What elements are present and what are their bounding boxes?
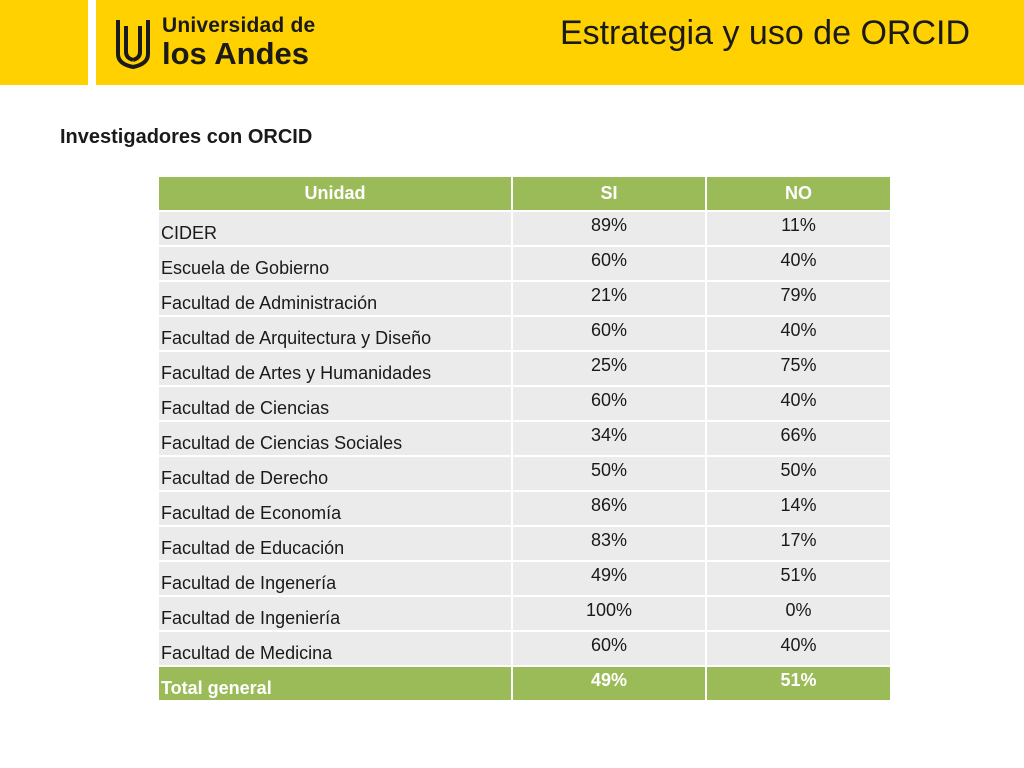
table-row: Facultad de Ingeniería 100% 0%	[157, 595, 892, 632]
cell-unidad: Facultad de Artes y Humanidades	[157, 350, 513, 387]
cell-unidad: Facultad de Ciencias Sociales	[157, 420, 513, 457]
table-row: Facultad de Educación 83% 17%	[157, 525, 892, 562]
cell-unidad: Facultad de Economía	[157, 490, 513, 527]
header-band	[0, 0, 1024, 85]
cell-unidad: Facultad de Arquitectura y Diseño	[157, 315, 513, 352]
cell-no: 40%	[705, 385, 892, 422]
table-row: Facultad de Ciencias 60% 40%	[157, 385, 892, 422]
cell-unidad: Facultad de Medicina	[157, 630, 513, 667]
cell-no: 50%	[705, 455, 892, 492]
cell-si: 60%	[511, 245, 707, 282]
header-divider	[88, 0, 96, 85]
cell-unidad: Escuela de Gobierno	[157, 245, 513, 282]
cell-unidad: Facultad de Administración	[157, 280, 513, 317]
cell-unidad: Facultad de Educación	[157, 525, 513, 562]
cell-no: 51%	[705, 560, 892, 597]
cell-si: 89%	[511, 210, 707, 247]
cell-si: 86%	[511, 490, 707, 527]
cell-no: 40%	[705, 630, 892, 667]
university-logo: Universidad de los Andes	[112, 12, 315, 72]
cell-no: 40%	[705, 245, 892, 282]
cell-no: 40%	[705, 315, 892, 352]
cell-unidad: CIDER	[157, 210, 513, 247]
logo-wordmark: Universidad de los Andes	[162, 15, 315, 69]
page-title: Estrategia y uso de ORCID	[559, 14, 970, 52]
table-row: Facultad de Medicina 60% 40%	[157, 630, 892, 667]
cell-unidad: Facultad de Ciencias	[157, 385, 513, 422]
cell-si: 60%	[511, 315, 707, 352]
table-row: Escuela de Gobierno 60% 40%	[157, 245, 892, 282]
cell-no: 0%	[705, 595, 892, 632]
cell-no: 17%	[705, 525, 892, 562]
table-total-row: Total general 49% 51%	[157, 665, 892, 702]
cell-no: 11%	[705, 210, 892, 247]
table-row: Facultad de Ciencias Sociales 34% 66%	[157, 420, 892, 457]
cell-si: 21%	[511, 280, 707, 317]
table-row: Facultad de Derecho 50% 50%	[157, 455, 892, 492]
orcid-table: Unidad SI NO CIDER 89% 11% Escuela de Go…	[157, 175, 892, 702]
cell-unidad: Facultad de Ingenería	[157, 560, 513, 597]
logo-line1: Universidad de	[162, 14, 316, 37]
total-si: 49%	[511, 665, 707, 702]
header-si: SI	[511, 175, 707, 212]
cell-no: 79%	[705, 280, 892, 317]
table-row: Facultad de Economía 86% 14%	[157, 490, 892, 527]
total-no: 51%	[705, 665, 892, 702]
header-left-block	[0, 0, 88, 85]
section-heading: Investigadores con ORCID	[60, 126, 313, 148]
table-row: Facultad de Artes y Humanidades 25% 75%	[157, 350, 892, 387]
table-header-row: Unidad SI NO	[157, 175, 892, 212]
cell-unidad: Facultad de Ingeniería	[157, 595, 513, 632]
cell-no: 66%	[705, 420, 892, 457]
cell-si: 100%	[511, 595, 707, 632]
header-unidad: Unidad	[157, 175, 513, 212]
university-shield-icon	[116, 20, 150, 70]
table-row: Facultad de Administración 21% 79%	[157, 280, 892, 317]
cell-si: 49%	[511, 560, 707, 597]
cell-no: 75%	[705, 350, 892, 387]
cell-si: 83%	[511, 525, 707, 562]
header-no: NO	[705, 175, 892, 212]
cell-unidad: Facultad de Derecho	[157, 455, 513, 492]
logo-line2: los Andes	[162, 36, 309, 71]
table-row: Facultad de Ingenería 49% 51%	[157, 560, 892, 597]
total-label: Total general	[157, 665, 513, 702]
cell-si: 50%	[511, 455, 707, 492]
cell-si: 34%	[511, 420, 707, 457]
table-row: CIDER 89% 11%	[157, 210, 892, 247]
cell-si: 60%	[511, 630, 707, 667]
cell-si: 25%	[511, 350, 707, 387]
cell-si: 60%	[511, 385, 707, 422]
table-row: Facultad de Arquitectura y Diseño 60% 40…	[157, 315, 892, 352]
cell-no: 14%	[705, 490, 892, 527]
